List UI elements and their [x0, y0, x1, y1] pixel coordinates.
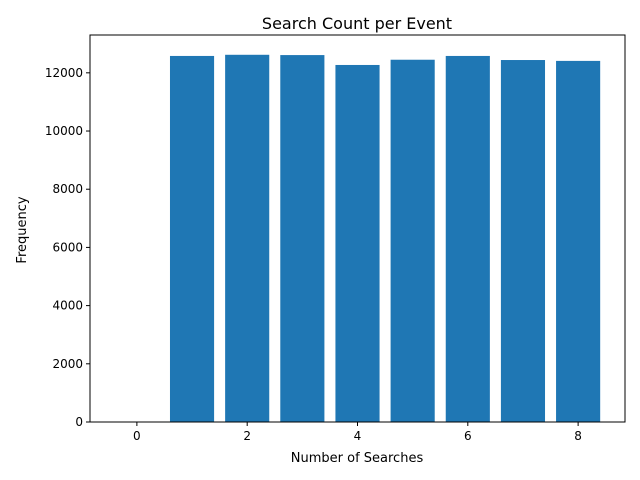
y-tick-label: 8000: [52, 182, 83, 196]
x-tick-label: 0: [133, 429, 141, 443]
x-tick-label: 2: [243, 429, 251, 443]
bar-3: [280, 55, 325, 422]
x-axis-label: Number of Searches: [291, 451, 424, 466]
y-tick-label: 0: [75, 415, 83, 429]
bar-5: [390, 59, 435, 422]
bar-1: [169, 55, 215, 422]
bar-6: [445, 55, 490, 422]
x-tick-label: 6: [464, 429, 472, 443]
y-tick-label: 10000: [45, 124, 83, 138]
x-tick-label: 4: [354, 429, 362, 443]
plot-frame: [89, 34, 626, 423]
bar-8: [556, 60, 601, 422]
y-tick-label: 12000: [45, 66, 83, 80]
y-tick-label: 6000: [52, 240, 83, 254]
bar-2: [225, 54, 270, 422]
y-tick-label: 2000: [52, 357, 83, 371]
bar-7: [500, 60, 546, 423]
y-axis-ticks: 0 2000 4000 6000 8000 10000 12000: [45, 66, 90, 429]
x-tick-label: 8: [574, 429, 582, 443]
y-axis-label: Frequency: [15, 196, 30, 263]
bars-group: [169, 54, 601, 423]
chart-title: Search Count per Event: [262, 14, 452, 33]
x-axis-ticks: 0 2 4 6 8: [133, 422, 582, 443]
bar-4: [335, 64, 380, 423]
y-tick-label: 4000: [52, 299, 83, 313]
